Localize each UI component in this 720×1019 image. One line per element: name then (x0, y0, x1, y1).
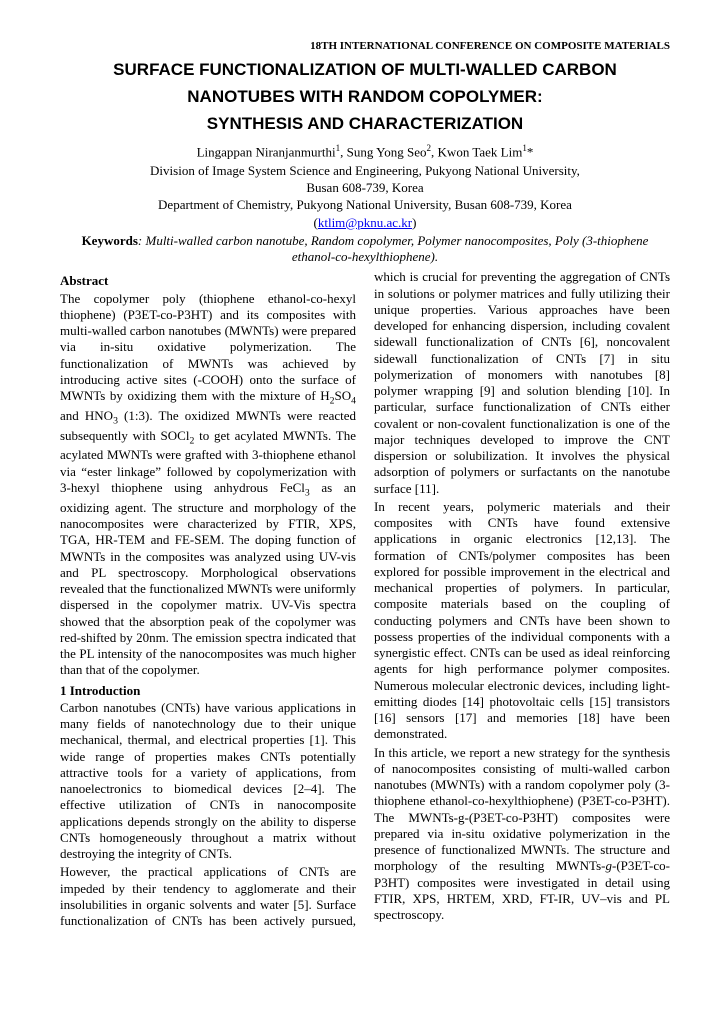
email-line: (ktlim@pknu.ac.kr) (60, 215, 670, 231)
keywords-values: : Multi-walled carbon nanotube, Random c… (138, 233, 649, 264)
keywords-label: Keywords (82, 233, 138, 248)
introduction-heading: 1 Introduction (60, 683, 356, 699)
abstract-body: The copolymer poly (thiophene ethanol-co… (60, 291, 356, 679)
email-link[interactable]: ktlim@pknu.ac.kr (318, 215, 412, 230)
intro-paragraph-3: In recent years, polymeric materials and… (374, 499, 670, 743)
title-line-3: SYNTHESIS AND CHARACTERIZATION (60, 110, 670, 137)
affiliation-3: Department of Chemistry, Pukyong Nationa… (60, 197, 670, 213)
title-line-1: SURFACE FUNCTIONALIZATION OF MULTI-WALLE… (60, 56, 670, 83)
intro-paragraph-1: Carbon nanotubes (CNTs) have various app… (60, 700, 356, 863)
intro-paragraph-4: In this article, we report a new strateg… (374, 745, 670, 924)
affiliation-2: Busan 608-739, Korea (60, 180, 670, 196)
paper-title: SURFACE FUNCTIONALIZATION OF MULTI-WALLE… (60, 56, 670, 138)
authors-line: Lingappan Niranjanmurthi1, Sung Yong Seo… (60, 143, 670, 161)
abstract-heading: Abstract (60, 273, 356, 289)
body-columns: Abstract The copolymer poly (thiophene e… (60, 269, 670, 929)
conference-header: 18TH INTERNATIONAL CONFERENCE ON COMPOSI… (60, 40, 670, 54)
title-line-2: NANOTUBES WITH RANDOM COPOLYMER: (60, 83, 670, 110)
conference-text: 18TH INTERNATIONAL CONFERENCE ON COMPOSI… (310, 40, 670, 52)
keywords-line: Keywords: Multi-walled carbon nanotube, … (60, 233, 670, 266)
affiliation-1: Division of Image System Science and Eng… (60, 163, 670, 179)
